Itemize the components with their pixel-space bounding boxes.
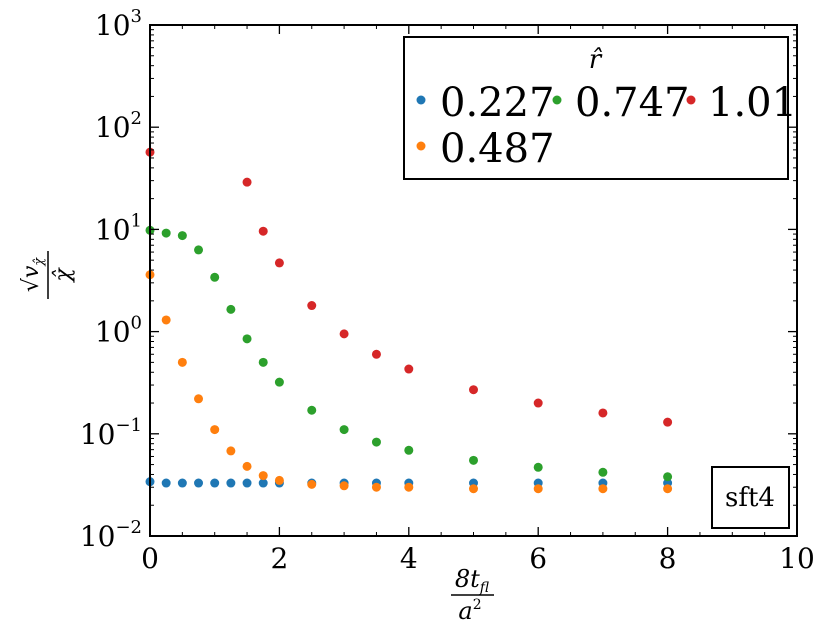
y-tick-label: 10−1	[80, 415, 142, 451]
data-point	[210, 478, 220, 488]
x-label-denominator: a	[458, 597, 472, 625]
data-point	[177, 478, 187, 488]
data-point	[371, 482, 381, 492]
legend-title: r̂	[589, 45, 603, 75]
legend-entry-0747: 0.747	[552, 80, 690, 126]
data-point	[194, 394, 204, 404]
y-tick-label: 101	[95, 210, 142, 246]
data-point	[339, 481, 349, 491]
series-0487	[145, 270, 673, 494]
tick-labels: 0 2 4 6 8 10 10−2 10−1 100 101 102 103	[80, 6, 815, 575]
data-point	[533, 462, 543, 472]
y-tick-label: 100	[95, 313, 142, 349]
plot-marks	[145, 147, 673, 494]
x-tick-label: 6	[529, 542, 547, 575]
data-point	[258, 226, 268, 236]
x-tick-label: 2	[270, 542, 288, 575]
data-point	[194, 245, 204, 255]
data-point	[404, 445, 414, 455]
series-101	[145, 147, 673, 427]
legend-marker-0487	[416, 141, 426, 151]
data-point	[598, 408, 608, 418]
data-point	[177, 357, 187, 367]
x-label-denominator-sup: 2	[473, 597, 482, 613]
data-point	[210, 425, 220, 435]
annotation-box: sft4	[711, 466, 790, 529]
data-point	[161, 478, 171, 488]
data-point	[533, 484, 543, 494]
x-label-numerator: 8t	[455, 565, 480, 593]
legend-entry-0487: 0.487	[416, 126, 555, 172]
data-point	[161, 315, 171, 325]
data-point	[258, 471, 268, 481]
data-point	[194, 478, 204, 488]
data-point	[177, 231, 187, 241]
data-point	[469, 484, 478, 494]
x-tick-label: 0	[141, 542, 159, 575]
plot-frame	[149, 24, 798, 537]
data-point	[307, 301, 317, 311]
data-point	[226, 304, 236, 314]
series-0747	[145, 225, 673, 482]
svg-text:a2: a2	[458, 597, 481, 625]
y-label-top: √v	[19, 265, 44, 292]
legend-label-101: 1.01	[708, 80, 797, 126]
data-point	[404, 482, 414, 492]
legend-marker-101	[686, 95, 696, 105]
data-point	[258, 357, 268, 367]
data-point	[274, 377, 284, 387]
x-tick-label: 4	[400, 542, 418, 575]
legend-label-0747: 0.747	[575, 80, 690, 126]
legend-marker-0747	[552, 95, 562, 105]
y-label-bottom: χ̂	[51, 267, 76, 284]
y-label-top-sub: χ̂	[32, 257, 47, 267]
data-point	[339, 425, 349, 435]
data-point	[274, 258, 284, 268]
x-label-numerator-sub: fl	[479, 580, 490, 596]
data-point	[371, 437, 381, 447]
data-point	[274, 475, 284, 485]
data-point	[371, 349, 381, 359]
y-axis-label: √vχ̂ χ̂	[19, 251, 76, 299]
legend: r̂ 0.227 0.747 1.01 0.487	[403, 36, 797, 180]
data-point	[663, 484, 673, 494]
data-point	[307, 405, 317, 415]
data-point	[242, 461, 252, 471]
data-point	[226, 446, 236, 456]
data-point	[242, 177, 252, 187]
svg-text:8tfl: 8tfl	[455, 565, 490, 596]
data-point	[663, 417, 673, 427]
legend-label-0487: 0.487	[440, 126, 555, 172]
legend-marker-0227	[416, 95, 426, 105]
y-tick-label: 102	[95, 108, 142, 144]
data-point	[242, 334, 252, 344]
data-point	[469, 455, 478, 465]
x-axis-label: 8tfl a2	[451, 565, 494, 625]
y-tick-label: 103	[95, 6, 142, 42]
legend-entry-0227: 0.227	[416, 80, 555, 126]
data-point	[469, 385, 478, 395]
annotation-text: sft4	[725, 483, 775, 513]
data-point	[663, 472, 673, 482]
data-point	[242, 478, 252, 488]
annotation-frame	[711, 466, 790, 529]
data-point	[226, 478, 236, 488]
data-point	[339, 329, 349, 339]
data-point	[404, 364, 414, 374]
data-point	[307, 479, 317, 489]
legend-entry-101: 1.01	[686, 80, 797, 126]
y-tick-label: 10−2	[80, 517, 142, 553]
data-point	[598, 467, 608, 477]
data-point	[161, 228, 171, 238]
x-tick-label: 10	[779, 542, 815, 575]
data-point	[533, 398, 543, 408]
legend-frame	[403, 36, 789, 180]
x-tick-label: 8	[659, 542, 677, 575]
data-point	[210, 272, 220, 282]
legend-label-0227: 0.227	[440, 80, 555, 126]
data-point	[258, 478, 268, 488]
data-point	[598, 484, 608, 494]
svg-text:√vχ̂: √vχ̂	[19, 257, 47, 292]
